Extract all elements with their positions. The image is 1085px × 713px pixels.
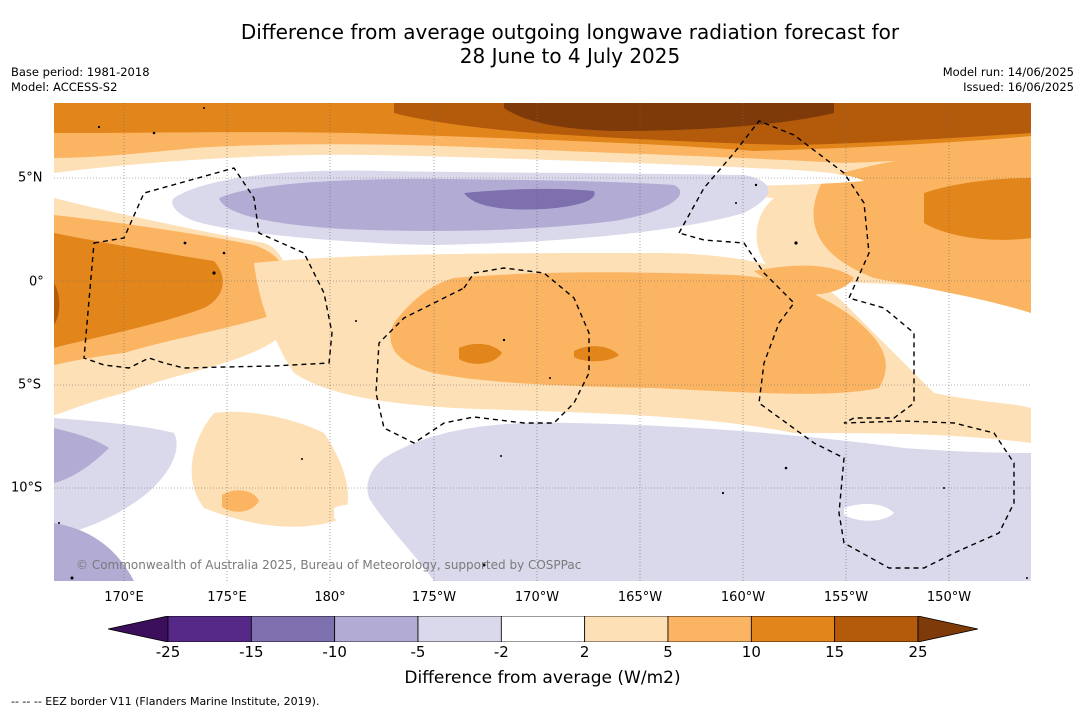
lon-label-170e: 170°E — [104, 590, 144, 605]
colorbar-bin — [750, 616, 836, 642]
eez-footnote: -- -- -- EEZ border V11 (Flanders Marine… — [11, 695, 320, 708]
colorbar — [108, 616, 978, 642]
colorbar-bin — [584, 616, 669, 642]
base-period: Base period: 1981-2018 — [11, 65, 150, 79]
model-name: Model: ACCESS-S2 — [11, 80, 118, 94]
lat-label-5s: 5°S — [18, 377, 42, 393]
colorbar-tick-label: -5 — [410, 643, 426, 661]
lon-label-175w: 175°W — [411, 590, 457, 605]
lon-label-170w: 170°W — [514, 590, 560, 605]
lat-label-0: 0° — [29, 274, 44, 290]
islands — [58, 107, 1028, 580]
anomaly-region-north-peak — [504, 103, 834, 131]
lon-label-175e: 175°E — [207, 590, 247, 605]
map-title: Difference from average outgoing longwav… — [0, 20, 1085, 68]
colorbar-bin — [500, 616, 586, 642]
copyright-notice: © Commonwealth of Australia 2025, Bureau… — [76, 558, 582, 572]
lat-label-10s: 10°S — [11, 480, 43, 496]
anomaly-region-west-core — [54, 283, 60, 325]
colorbar-bin — [334, 616, 419, 642]
lon-label-155w: 155°W — [823, 590, 869, 605]
anomaly-region-central-strong-1 — [459, 343, 502, 364]
lon-label-165w: 165°W — [617, 590, 663, 605]
neutral-patch-south-east — [844, 503, 894, 521]
title-line-1: Difference from average outgoing longwav… — [240, 20, 900, 44]
colorbar-bin — [834, 616, 919, 642]
olr-anomaly-map — [54, 103, 1031, 581]
eez-border-kiribati-east — [677, 120, 1015, 569]
anomaly-region-central-mid — [390, 272, 886, 394]
anomaly-region-negative-south — [367, 422, 1031, 581]
colorbar-tick-label: -15 — [239, 643, 264, 661]
lat-label-5n: 5°N — [18, 170, 43, 186]
colorbar-tick-label: 2 — [579, 643, 590, 661]
lon-label-180: 180° — [314, 590, 346, 605]
lon-label-160w: 160°W — [720, 590, 766, 605]
colorbar-bin — [250, 616, 336, 642]
graticule — [54, 103, 1031, 581]
colorbar-extend-low — [108, 616, 169, 642]
colorbar-label: Difference from average (W/m2) — [404, 668, 681, 688]
colorbar-tick-label: -2 — [493, 643, 509, 661]
colorbar-extend-high — [917, 616, 978, 642]
colorbar-tick-label: 5 — [663, 643, 673, 661]
colorbar-bin — [167, 616, 252, 642]
colorbar-bin — [417, 616, 502, 642]
colorbar-tick-label: -10 — [322, 643, 347, 661]
anomaly-region-negative-north-core — [464, 188, 595, 210]
eez-borders — [83, 120, 1015, 569]
issued-date: Issued: 16/06/2025 — [963, 80, 1074, 94]
anomaly-region-negative-sw-corner — [54, 523, 134, 581]
model-run: Model run: 14/06/2025 — [942, 65, 1074, 79]
colorbar-tick-label: 15 — [825, 643, 845, 661]
meta-left: Base period: 1981-2018 Model: ACCESS-S2 — [11, 65, 150, 95]
anomaly-region-ne-strong — [924, 178, 1031, 240]
lon-label-150w: 150°W — [926, 590, 972, 605]
colorbar-bin — [667, 616, 752, 642]
eez-border-kiribati-central — [375, 267, 590, 444]
anomaly-region-southwest-mid — [222, 490, 259, 512]
colorbar-tick-label: 10 — [741, 643, 761, 661]
anomaly-region-negative-south-west-mid — [54, 428, 109, 483]
colorbar-tick-label: -25 — [155, 643, 181, 661]
anomaly-region-central-strong-2 — [574, 346, 619, 362]
colorbar-tick-label: 25 — [908, 643, 928, 661]
neutral-patch-south-west — [334, 504, 372, 525]
meta-right: Model run: 14/06/2025 Issued: 16/06/2025 — [943, 65, 1074, 95]
anomaly-region-west-strong — [54, 233, 223, 348]
title-line-2: 28 June to 4 July 2025 — [459, 44, 681, 68]
eez-border-kiribati-west — [83, 167, 333, 369]
